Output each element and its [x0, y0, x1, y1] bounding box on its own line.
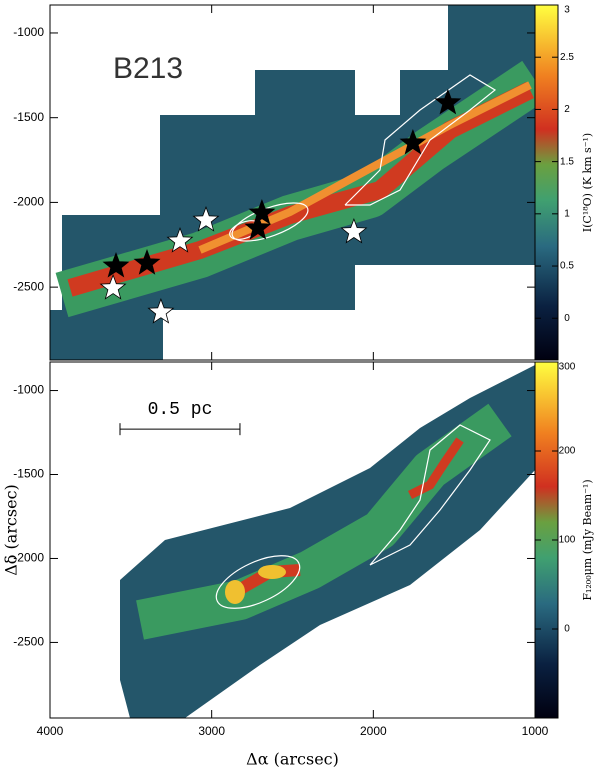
map-emission — [198, 81, 532, 254]
star — [248, 198, 276, 225]
colorbar-tick-label: 2 — [564, 104, 570, 115]
y-tick-label: -2000 — [13, 551, 44, 565]
map-emission — [407, 437, 464, 500]
star — [192, 206, 220, 232]
star — [166, 227, 194, 253]
dust-map — [120, 365, 535, 718]
colorbar-label: I(C¹⁸O) (K km s⁻¹) — [581, 133, 594, 232]
y-tick-label: -2000 — [13, 195, 44, 209]
colorbar — [534, 4, 559, 361]
map-title: B213 — [113, 52, 183, 85]
y-tick-label: -1000 — [13, 383, 44, 397]
colorbar-tick-label: 0 — [564, 624, 570, 635]
star — [147, 298, 175, 324]
x-tick-label: 4000 — [37, 724, 64, 738]
star — [340, 217, 368, 244]
star — [244, 214, 272, 240]
y-tick-label: -1500 — [13, 110, 44, 124]
star — [399, 128, 427, 155]
star — [434, 88, 462, 115]
star — [102, 251, 130, 278]
colorbar-tick-label: 0.5 — [560, 261, 574, 272]
y-tick-label: -1500 — [13, 467, 44, 481]
colorbar-tick-label: 2.5 — [560, 52, 574, 63]
contour — [369, 424, 491, 566]
colorbar-label: F₁₂₀₀μm (mJy Beam⁻¹) — [581, 479, 594, 600]
y-axis-label: Δδ (arcsec) — [2, 484, 21, 576]
contour — [215, 555, 301, 609]
colorbar-tick-label: 1.5 — [560, 156, 574, 167]
contour — [344, 74, 497, 206]
scale-bar-label: 0.5 pc — [148, 400, 213, 420]
x-tick-label: 1000 — [522, 724, 549, 738]
x-tick-label: 3000 — [198, 724, 225, 738]
star — [99, 274, 127, 300]
colorbar-tick-label: 1 — [564, 208, 570, 219]
colorbar-tick-label: 100 — [559, 535, 576, 546]
star — [133, 249, 161, 275]
colorbar-tick-label: 3 — [564, 5, 570, 16]
x-axis-label: Δα (arcsec) — [246, 750, 339, 769]
colorbar-tick-label: 0 — [564, 313, 570, 324]
x-tick-label: 2000 — [360, 724, 387, 738]
y-tick-label: -2500 — [13, 635, 44, 649]
map-emission — [258, 565, 286, 579]
c18o-map — [50, 5, 535, 360]
colorbar-tick-label: 300 — [559, 362, 576, 373]
y-tick-label: -1000 — [13, 25, 44, 39]
y-tick-label: -2500 — [13, 279, 44, 293]
colorbar-tick-label: 200 — [559, 446, 576, 457]
map-emission — [225, 580, 245, 604]
map-emission — [67, 81, 535, 297]
